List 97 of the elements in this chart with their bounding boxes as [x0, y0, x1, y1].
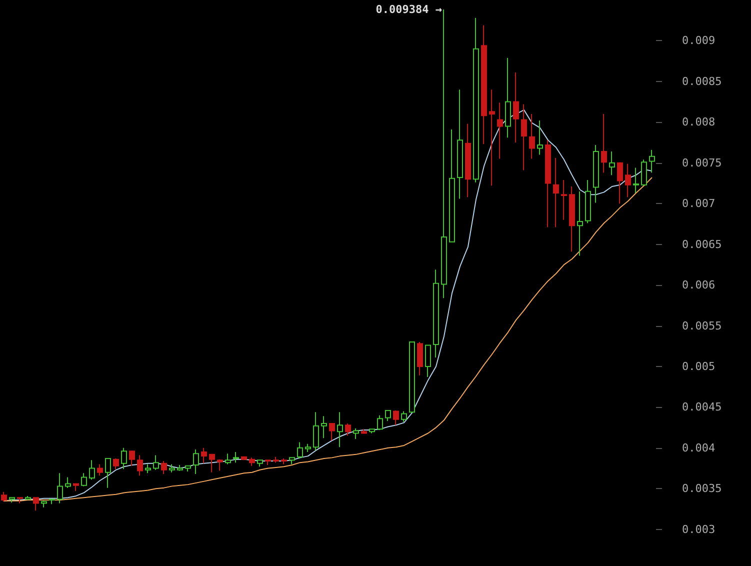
candlestick: [265, 460, 271, 466]
candlestick: [73, 483, 79, 492]
candlestick: [137, 454, 143, 476]
candlestick: [513, 72, 519, 144]
candlestick: [601, 114, 607, 174]
candlestick: [49, 498, 55, 505]
candlestick: [417, 342, 423, 376]
y-tick-label: 0.0055: [682, 319, 722, 332]
candlestick: [377, 414, 383, 430]
candlestick: [177, 464, 183, 472]
candlestick: [449, 128, 455, 242]
candlestick: [441, 8, 447, 299]
candlestick: [649, 149, 655, 174]
candlestick: [233, 451, 239, 464]
y-tick-label: 0.0045: [682, 400, 722, 414]
candlestick: [201, 447, 207, 464]
candlestick: [369, 428, 375, 434]
candlestick: [169, 464, 175, 473]
y-tick-label: 0.004: [682, 441, 716, 454]
y-tick-label: 0.005: [682, 360, 716, 373]
candlestick: [81, 472, 87, 487]
candlestick: [425, 344, 431, 378]
candlestick: [329, 422, 335, 442]
candlestick: [497, 102, 503, 160]
candlestick: [121, 447, 127, 470]
candlestick: [105, 458, 111, 488]
y-tick-label: 0.0085: [682, 74, 722, 88]
candlestick: [617, 162, 623, 204]
candlestick: [593, 144, 599, 204]
candlestick: [217, 458, 223, 472]
annotation: 0.009384 →: [376, 2, 442, 16]
candlestick: [33, 497, 39, 512]
candlestick: [305, 443, 311, 452]
candlestick: [297, 442, 303, 459]
candlestick: [353, 428, 359, 440]
candlestick: [337, 412, 343, 448]
candlestick: [489, 89, 495, 186]
candlestick: [409, 342, 415, 414]
candlestick: [185, 465, 191, 472]
candlestick: [145, 464, 151, 474]
candlestick: [249, 457, 255, 466]
candlestick: [481, 24, 487, 145]
candlestick: [393, 410, 399, 426]
candlestick: [97, 464, 103, 476]
y-tick-label: 0.007: [682, 197, 716, 210]
candlestick: [609, 150, 615, 176]
candlestick: [465, 123, 471, 198]
candlestick: [569, 186, 575, 252]
candlestick: [537, 120, 543, 156]
y-tick-label: 0.009: [682, 34, 716, 48]
y-tick-label: 0.006: [682, 278, 716, 292]
candlestick: [17, 497, 23, 504]
candlestick: [545, 140, 551, 228]
candlestick: [1, 491, 7, 502]
candlestick: [241, 456, 247, 461]
candlestick: [521, 104, 527, 171]
candlestick: [577, 190, 583, 256]
candlestick: [625, 163, 631, 198]
candlestick: [209, 454, 215, 473]
candlestick: [561, 179, 567, 220]
candlestick: [457, 89, 463, 200]
candlestick: [41, 500, 47, 508]
candlestick: [129, 450, 135, 466]
line-series: [4, 177, 652, 502]
candlestick: [529, 114, 535, 160]
candlestick: [641, 159, 647, 186]
candlestick: [633, 167, 639, 194]
candlestick: [505, 57, 511, 138]
candlestick: [89, 460, 95, 480]
candlestick: [273, 456, 279, 464]
candlestick: [113, 458, 119, 470]
candlestick: [57, 472, 63, 504]
candlestick: [313, 412, 319, 451]
y-tick-label: 0.008: [682, 116, 716, 129]
candlestick: [153, 454, 159, 470]
candlestick: [361, 428, 367, 434]
candlestick: [257, 460, 263, 468]
candlestick: [473, 17, 479, 183]
candlestick: [433, 269, 439, 358]
candlestick: [345, 422, 351, 436]
candlestick: [225, 453, 231, 465]
y-tick-label: 0.0065: [682, 238, 722, 251]
candlestick: [321, 416, 327, 439]
candlestick: [25, 495, 31, 501]
y-tick-label: 0.0035: [682, 482, 722, 496]
y-tick-label: 0.0075: [682, 156, 722, 170]
candlestick: [553, 157, 559, 228]
candlestick: [193, 449, 199, 474]
candlestick: [385, 410, 391, 422]
candlestick: [289, 457, 295, 465]
candlestick: [65, 476, 71, 488]
candlestick: [585, 179, 591, 224]
candlestick: [9, 497, 15, 503]
candlestick: [401, 410, 407, 422]
candlestick: [161, 460, 167, 474]
candlestick: [281, 458, 287, 465]
y-tick-label: 0.003: [682, 522, 716, 536]
